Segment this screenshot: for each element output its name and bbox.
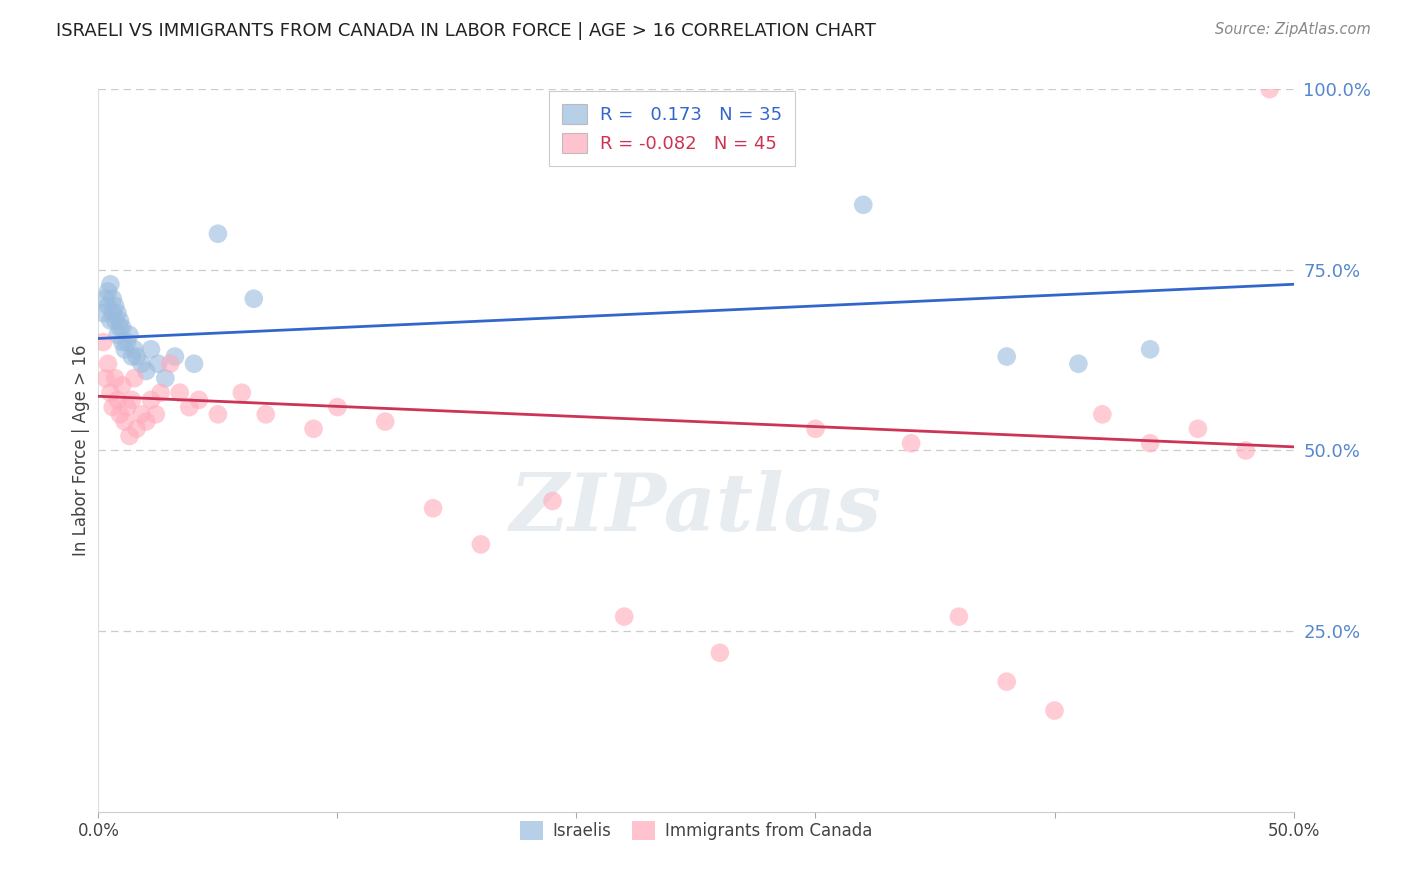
Point [98, 313, 122, 327]
Point [98, 385, 122, 400]
Point [125, 422, 148, 436]
Point [1091, 407, 1114, 421]
Point [107, 392, 129, 407]
Point [613, 609, 636, 624]
Point [1139, 436, 1161, 450]
Point [1043, 704, 1066, 718]
Point [101, 400, 124, 414]
Point [107, 327, 129, 342]
Point [995, 350, 1018, 364]
Point [207, 407, 229, 421]
Point [101, 306, 124, 320]
Point [163, 350, 186, 364]
Point [541, 494, 564, 508]
Point [121, 392, 143, 407]
Point [804, 422, 827, 436]
Point [101, 292, 124, 306]
Point [111, 378, 134, 392]
Point [118, 327, 141, 342]
Point [374, 415, 396, 429]
Point [1234, 443, 1257, 458]
Point [108, 407, 131, 421]
Point [948, 609, 970, 624]
Point [91, 306, 114, 320]
Point [111, 320, 134, 334]
Point [124, 371, 146, 385]
Point [155, 371, 177, 385]
Point [131, 357, 153, 371]
Point [148, 357, 170, 371]
Point [326, 400, 349, 414]
Point [207, 227, 229, 241]
Point [149, 385, 172, 400]
Point [709, 646, 731, 660]
Point [169, 385, 191, 400]
Point [98, 277, 122, 292]
Point [107, 306, 129, 320]
Point [135, 415, 157, 429]
Point [139, 343, 162, 357]
Y-axis label: In Labor Force | Age > 16: In Labor Force | Age > 16 [72, 344, 90, 557]
Point [900, 436, 922, 450]
Point [114, 415, 136, 429]
Point [104, 299, 127, 313]
Point [243, 292, 266, 306]
Text: Source: ZipAtlas.com: Source: ZipAtlas.com [1215, 22, 1371, 37]
Point [131, 407, 153, 421]
Point [118, 429, 141, 443]
Point [183, 357, 205, 371]
Point [104, 313, 127, 327]
Point [179, 400, 201, 414]
Text: ISRAELI VS IMMIGRANTS FROM CANADA IN LABOR FORCE | AGE > 16 CORRELATION CHART: ISRAELI VS IMMIGRANTS FROM CANADA IN LAB… [56, 22, 876, 40]
Point [115, 400, 138, 414]
Point [111, 334, 134, 349]
Point [94, 292, 117, 306]
Point [139, 392, 162, 407]
Point [115, 334, 138, 349]
Point [187, 392, 209, 407]
Point [231, 385, 253, 400]
Point [108, 320, 131, 334]
Point [254, 407, 277, 421]
Point [124, 343, 146, 357]
Point [995, 674, 1018, 689]
Text: ZIPatlas: ZIPatlas [510, 469, 882, 547]
Point [852, 198, 875, 212]
Point [114, 343, 136, 357]
Point [121, 350, 143, 364]
Point [302, 422, 325, 436]
Point [97, 357, 120, 371]
Point [1139, 343, 1161, 357]
Point [97, 299, 120, 313]
Point [135, 364, 157, 378]
Point [1258, 82, 1281, 96]
Point [1187, 422, 1209, 436]
Point [104, 371, 127, 385]
Point [108, 313, 131, 327]
Point [97, 285, 120, 299]
Point [159, 357, 181, 371]
Point [145, 407, 167, 421]
Point [91, 334, 114, 349]
Point [422, 501, 444, 516]
Point [1067, 357, 1090, 371]
Legend: Israelis, Immigrants from Canada: Israelis, Immigrants from Canada [513, 814, 879, 847]
Point [125, 350, 148, 364]
Point [470, 537, 492, 551]
Point [94, 371, 117, 385]
